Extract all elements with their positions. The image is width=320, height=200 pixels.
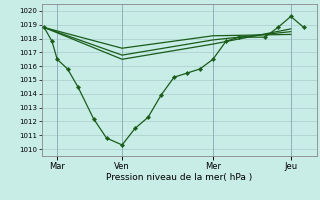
X-axis label: Pression niveau de la mer( hPa ): Pression niveau de la mer( hPa ) bbox=[106, 173, 252, 182]
